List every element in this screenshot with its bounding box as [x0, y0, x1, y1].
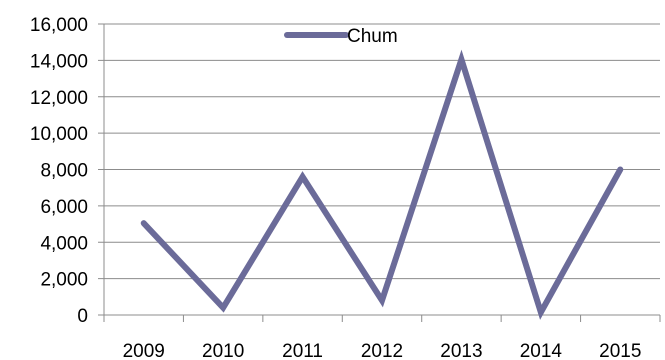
series-chum: [140, 49, 624, 320]
y-tick-label-3: 6,000: [40, 197, 88, 218]
axes: [98, 23, 661, 322]
gridlines: [104, 23, 660, 280]
y-tick-label-8: 16,000: [30, 15, 88, 36]
y-tick-label-7: 14,000: [30, 51, 88, 72]
x-tick-label-2015: 2015: [599, 341, 641, 360]
y-tick-label-2: 4,000: [40, 233, 88, 254]
legend: Chum: [284, 26, 398, 47]
x-tick-label-2010: 2010: [202, 341, 244, 360]
x-tick-label-2012: 2012: [361, 341, 403, 360]
y-tick-label-0: 0: [77, 306, 88, 327]
x-tick-label-2014: 2014: [520, 341, 563, 360]
y-tick-label-1: 2,000: [40, 270, 88, 291]
y-tick-label-6: 12,000: [30, 88, 88, 109]
x-tick-label-2011: 2011: [282, 341, 323, 360]
y-tick-label-4: 8,000: [40, 161, 88, 182]
y-tick-label-5: 10,000: [30, 124, 88, 145]
x-axis-tick-labels: 2009 2010 2011 2012 2013 2014 2015: [123, 341, 642, 360]
y-axis-tick-labels: 0 2,000 4,000 6,000 8,000 10,000 12,000 14,000 1…: [30, 15, 88, 327]
series-line-chum: [140, 49, 624, 320]
x-tick-label-2009: 2009: [123, 341, 165, 360]
x-tick-label-2013: 2013: [440, 341, 482, 360]
legend-label-chum: Chum: [347, 26, 398, 47]
